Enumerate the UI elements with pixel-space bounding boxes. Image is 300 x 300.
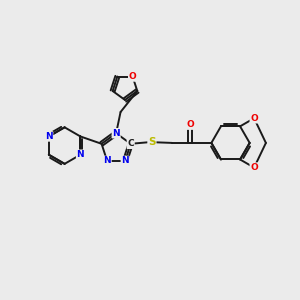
Text: O: O	[186, 120, 194, 129]
Text: N: N	[45, 132, 52, 141]
Text: S: S	[148, 137, 156, 147]
Text: C: C	[128, 139, 134, 148]
Text: O: O	[250, 163, 258, 172]
Text: O: O	[129, 72, 136, 81]
Text: O: O	[250, 114, 258, 123]
Text: N: N	[76, 150, 84, 159]
Text: N: N	[121, 156, 129, 165]
Text: N: N	[112, 129, 120, 138]
Text: N: N	[103, 156, 111, 165]
